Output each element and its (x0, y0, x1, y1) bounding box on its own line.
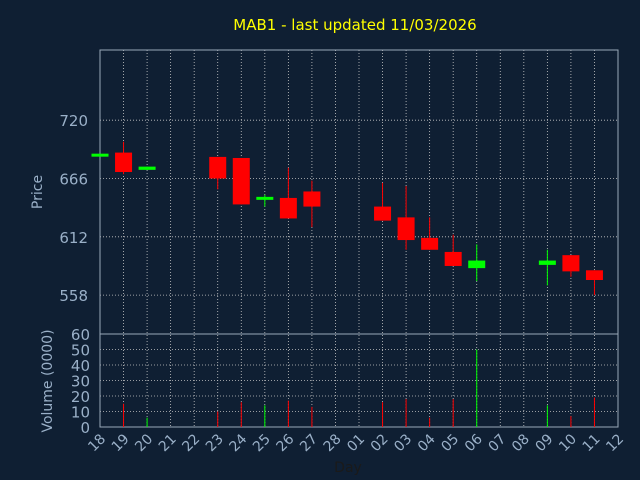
x-tick-label: 08 (509, 431, 533, 455)
price-tick-label: 558 (59, 287, 88, 305)
x-tick-label: 04 (415, 431, 439, 455)
price-axis-label: Price (30, 175, 46, 209)
x-tick-label: 12 (603, 431, 627, 455)
chart-title: MAB1 - last updated 11/03/2026 (233, 16, 476, 34)
x-tick-label: 02 (368, 431, 392, 455)
candle-body (538, 260, 556, 265)
x-tick-label: 25 (250, 431, 274, 455)
x-tick-label: 01 (344, 431, 368, 455)
x-tick-label: 27 (297, 431, 321, 455)
candle-body (374, 206, 392, 221)
volume-tick-label: 60 (71, 326, 90, 344)
volume-tick-label: 20 (71, 388, 90, 406)
candle-body (421, 237, 439, 250)
x-tick-label: 19 (109, 431, 133, 455)
x-tick-label: 24 (226, 431, 250, 455)
candle-body (232, 157, 250, 205)
price-tick-label: 666 (59, 171, 88, 189)
candle-body (468, 260, 486, 269)
candle-body (562, 255, 580, 272)
x-tick-label: 03 (391, 431, 415, 455)
x-tick-label: 28 (321, 431, 345, 455)
candle-body (397, 217, 415, 241)
x-tick-label: 06 (462, 431, 486, 455)
x-tick-label: 09 (533, 431, 557, 455)
volume-tick-label: 40 (71, 357, 90, 375)
volume-tick-label: 10 (71, 404, 90, 422)
candle-body (279, 197, 297, 219)
candle-body (303, 191, 321, 207)
volume-panel-frame (99, 333, 619, 428)
x-axis-label: Day (334, 460, 362, 476)
x-tick-label: 20 (132, 431, 156, 455)
x-tick-label: 10 (556, 431, 580, 455)
candle-body (115, 152, 133, 173)
volume-axis-label: Volume (0000) (40, 329, 56, 432)
x-tick-label: 22 (179, 431, 203, 455)
x-tick-label: 21 (156, 431, 180, 455)
x-tick-label: 11 (580, 431, 604, 455)
price-tick-label: 612 (59, 229, 88, 247)
candle-body (444, 251, 462, 266)
x-tick-label: 07 (485, 431, 509, 455)
candle-body (138, 166, 156, 170)
candle-body (256, 196, 274, 200)
x-tick-label: 05 (438, 431, 462, 455)
x-tick-label: 26 (274, 431, 298, 455)
x-tick-label: 23 (203, 431, 227, 455)
candle-body (585, 270, 603, 281)
candle-body (209, 156, 227, 179)
volume-tick-label: 50 (71, 342, 90, 360)
price-tick-label: 720 (59, 112, 88, 130)
volume-tick-label: 30 (71, 373, 90, 391)
volume-tick-label: 0 (80, 419, 90, 437)
candle-body (91, 153, 109, 157)
